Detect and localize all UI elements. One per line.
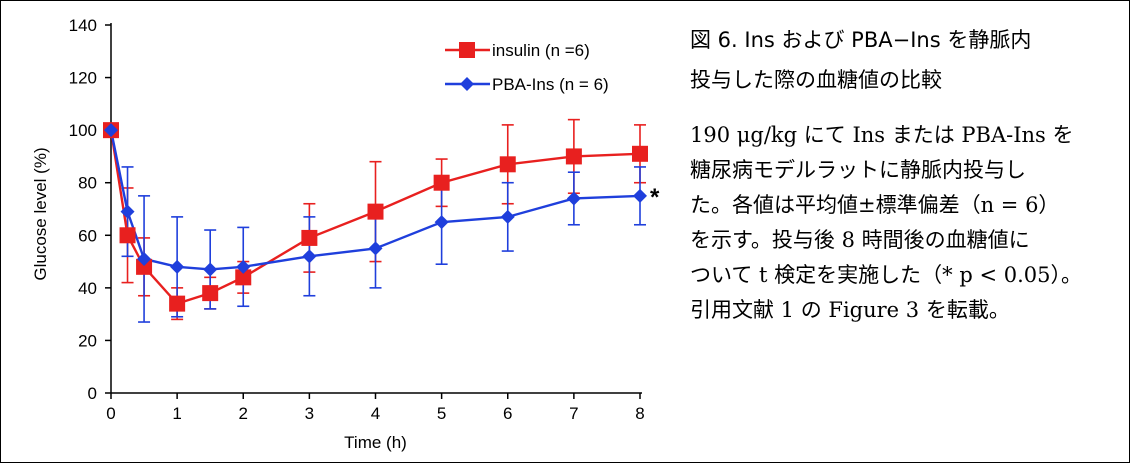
- data-point-diamond: [236, 259, 251, 274]
- x-tick-label: 0: [106, 404, 115, 423]
- data-point-square: [367, 203, 384, 220]
- x-tick-label: 2: [239, 404, 248, 423]
- data-point-square: [632, 145, 648, 162]
- x-tick-label: 5: [437, 404, 446, 423]
- y-tick-label: 140: [69, 16, 97, 35]
- data-point-diamond: [137, 251, 152, 266]
- x-tick-label: 3: [305, 404, 314, 423]
- data-point-diamond: [368, 241, 383, 256]
- significance-asterisk: *: [650, 184, 660, 211]
- glucose-chart: 0 20 40 60 80 100 120 140 0 1 2 3 4 5 6 7 8 Time (h) Gluco…: [31, 16, 660, 452]
- x-tick-label: 1: [172, 404, 181, 423]
- series-markers: *: [103, 122, 660, 312]
- data-point-square: [119, 227, 136, 244]
- data-point-square: [136, 258, 153, 275]
- data-point-diamond: [203, 262, 218, 277]
- data-point-diamond: [500, 209, 515, 224]
- data-point-diamond: [633, 188, 647, 203]
- x-tick-label: 6: [503, 404, 512, 423]
- caption-line-2: 糖尿病モデルラットに静脈内投与し: [690, 158, 1026, 182]
- legend-label: insulin (n =6): [492, 41, 590, 60]
- x-tick-label: 7: [569, 404, 578, 423]
- y-tick-label: 0: [88, 384, 97, 403]
- caption-title-line-1: 図 6. Ins および PBA−Ins を静脈内: [690, 28, 1032, 52]
- data-point-square: [301, 229, 318, 246]
- x-axis-label: Time (h): [344, 433, 407, 452]
- caption-line-1: 190 μg/kg にて Ins または PBA-Ins を: [690, 123, 1074, 147]
- legend-label: PBA-Ins (n = 6): [492, 75, 609, 94]
- data-point-diamond: [566, 191, 581, 206]
- data-point-square: [202, 285, 219, 302]
- data-point-square: [433, 174, 450, 191]
- y-tick-label: 120: [69, 69, 97, 88]
- y-tick-label: 20: [78, 331, 97, 350]
- data-point-diamond: [120, 204, 135, 219]
- x-tick-label: 8: [635, 404, 644, 423]
- chart-legend: insulin (n =6) PBA-Ins (n = 6): [445, 41, 609, 94]
- x-tick-label: 4: [371, 404, 380, 423]
- caption-line-3: た。各値は平均値±標準偏差（n = 6）: [690, 193, 1060, 217]
- caption-line-5: ついて t 検定を実施した（* p < 0.05）。: [690, 263, 1082, 287]
- legend-marker-diamond: [460, 77, 474, 91]
- chart-axes: 0 20 40 60 80 100 120 140 0 1 2 3 4 5 6 7 8 Time (h) Gluco…: [31, 16, 645, 452]
- data-point-square: [565, 148, 582, 165]
- data-point-square: [499, 156, 516, 173]
- series-line-1: [109, 129, 641, 271]
- data-point-diamond: [434, 215, 449, 230]
- y-tick-label: 80: [78, 174, 97, 193]
- legend-marker-square: [459, 42, 475, 58]
- y-axis-label: Glucose level (%): [31, 147, 50, 280]
- y-tick-label: 60: [78, 226, 97, 245]
- data-point-square: [169, 295, 186, 312]
- caption-body: 190 μg/kg にて Ins または PBA-Ins を 糖尿病モデルラット…: [690, 118, 1110, 328]
- y-tick-label: 40: [78, 279, 97, 298]
- caption-line-4: を示す。投与後 8 時間後の血糖値に: [690, 228, 1030, 252]
- caption-line-6: 引用文献 1 の Figure 3 を転載。: [690, 298, 1010, 322]
- y-tick-label: 100: [69, 121, 97, 140]
- data-point-diamond: [104, 123, 118, 138]
- data-point-diamond: [302, 249, 317, 264]
- figure-caption: 図 6. Ins および PBA−Ins を静脈内 投与した際の血糖値の比較 1…: [690, 20, 1110, 328]
- data-point-diamond: [170, 259, 185, 274]
- caption-title-line-2: 投与した際の血糖値の比較: [690, 68, 942, 92]
- data-point-square: [235, 269, 252, 286]
